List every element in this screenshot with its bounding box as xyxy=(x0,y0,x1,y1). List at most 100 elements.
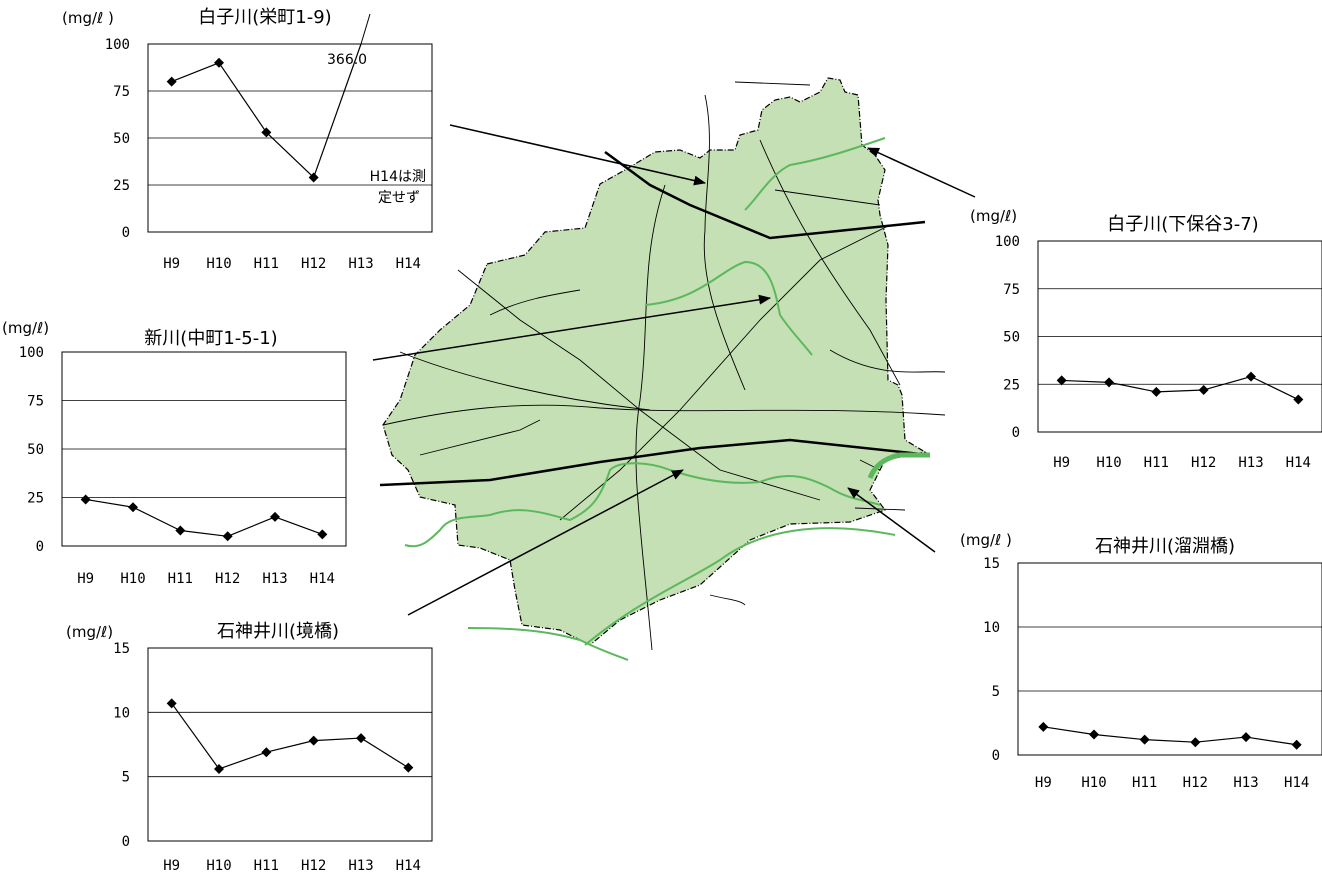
arrow-shirako-shimohoya xyxy=(867,147,976,198)
x-tick-label: H11 xyxy=(254,256,279,272)
series-segment xyxy=(265,131,315,178)
data-point xyxy=(214,57,224,68)
note-line-1: H14は測 xyxy=(370,169,426,185)
chart-shakujii-tamaribuchi: 0 5 10 15 H9 H10 H11 H12 H13 H14 (mg/ℓ ) 石神井川(溜淵橋) xyxy=(960,531,1322,791)
series-segment xyxy=(1156,389,1204,393)
series-segment xyxy=(1250,376,1299,401)
chart-title: 石神井川(溜淵橋) xyxy=(1095,536,1235,557)
offscale-leader xyxy=(360,13,371,45)
y-tick-label: 0 xyxy=(1012,425,1020,441)
series-segment xyxy=(313,43,362,178)
railways xyxy=(379,150,931,487)
x-tick-label: H10 xyxy=(1081,775,1106,791)
chart-title: 白子川(栄町1-9) xyxy=(198,7,331,28)
offscale-value-label: 366.0 xyxy=(327,52,367,68)
y-tick-label: 25 xyxy=(1003,377,1020,393)
chart-shakujii-sakaibashi: 0 5 10 15 H9 H10 H11 H12 H13 H14 (mg/ℓ) 石神井川(境橋) xyxy=(66,621,433,874)
data-point xyxy=(261,127,272,138)
x-tick-label: H11 xyxy=(1132,775,1157,791)
x-tick-label: H11 xyxy=(254,858,279,874)
y-tick-label: 100 xyxy=(105,37,130,53)
x-tick-label: H12 xyxy=(1191,455,1216,471)
series-segment xyxy=(1093,733,1145,741)
x-tick-label: H14 xyxy=(1286,455,1311,471)
series-segment xyxy=(1108,381,1157,393)
plot-frame xyxy=(61,351,347,547)
arrow-shakujii-sakai xyxy=(407,469,684,616)
y-tick-label: 25 xyxy=(27,491,44,507)
arrow-shakujii-tamaribuchi xyxy=(847,487,936,553)
data-point xyxy=(1104,377,1114,388)
x-tick-label: H9 xyxy=(1035,775,1052,791)
x-tick-label: H13 xyxy=(1238,455,1263,471)
data-point xyxy=(1089,729,1099,740)
y-tick-label: 10 xyxy=(113,705,130,721)
y-tick-label: 0 xyxy=(122,834,130,850)
data-point xyxy=(1291,739,1302,750)
data-point xyxy=(175,525,186,536)
x-tick-label: H13 xyxy=(348,256,373,272)
data-point xyxy=(1246,371,1256,382)
y-tick-label: 25 xyxy=(113,178,130,194)
series-segment xyxy=(1195,736,1247,743)
x-tick-label: H14 xyxy=(1284,775,1309,791)
series-segment xyxy=(1144,739,1196,743)
data-point xyxy=(1151,386,1162,397)
arrow-shingawa xyxy=(372,294,771,361)
unit-label: (mg/ℓ) xyxy=(2,319,49,337)
plot-frame xyxy=(147,647,433,842)
x-tick-label: H10 xyxy=(120,571,145,587)
series-segment xyxy=(180,529,228,537)
note-line-2: 定せず xyxy=(378,190,420,206)
x-tick-label: H13 xyxy=(262,571,287,587)
data-point xyxy=(1139,734,1150,745)
series-segment xyxy=(227,516,276,537)
series-segment xyxy=(218,751,267,770)
chart-title: 白子川(下保谷3-7) xyxy=(1107,214,1258,235)
roads xyxy=(382,81,946,651)
x-tick-label: H9 xyxy=(1053,455,1070,471)
data-point xyxy=(308,735,319,746)
y-tick-label: 75 xyxy=(113,84,130,100)
data-point xyxy=(1038,721,1049,732)
rivers xyxy=(404,137,930,661)
y-tick-label: 10 xyxy=(983,620,1000,636)
y-tick-label: 50 xyxy=(27,442,44,458)
series-segment xyxy=(218,62,267,133)
data-point xyxy=(1241,732,1251,743)
x-tick-label: H12 xyxy=(301,256,326,272)
data-point xyxy=(214,763,224,774)
data-point xyxy=(1190,737,1201,748)
plot-frame xyxy=(1017,562,1322,756)
x-tick-label: H13 xyxy=(1233,775,1258,791)
x-tick-label: H11 xyxy=(168,571,193,587)
series-segment xyxy=(1061,379,1110,383)
series-segment xyxy=(313,737,362,742)
data-point xyxy=(270,511,280,522)
series-segment xyxy=(1203,376,1252,391)
x-tick-label: H9 xyxy=(163,858,180,874)
data-point xyxy=(80,494,91,505)
y-tick-label: 15 xyxy=(113,641,130,657)
series-segment xyxy=(1245,736,1297,746)
data-point xyxy=(356,733,366,744)
y-tick-label: 0 xyxy=(36,539,44,555)
series-segment xyxy=(171,62,220,83)
y-tick-label: 0 xyxy=(992,748,1000,764)
city-area xyxy=(382,77,927,646)
city-map xyxy=(379,77,946,661)
data-point xyxy=(128,502,138,513)
unit-label: (mg/ℓ ) xyxy=(62,9,114,27)
series-segment xyxy=(274,516,323,535)
data-point xyxy=(166,698,177,709)
y-tick-label: 75 xyxy=(1003,282,1020,298)
series-segment xyxy=(85,498,134,508)
x-tick-label: H11 xyxy=(1144,455,1169,471)
plot-frame xyxy=(1037,240,1322,433)
data-point xyxy=(166,76,177,87)
unit-label: (mg/ℓ) xyxy=(970,207,1017,225)
x-tick-label: H12 xyxy=(1183,775,1208,791)
x-tick-label: H14 xyxy=(396,256,421,272)
x-tick-label: H10 xyxy=(206,256,231,272)
